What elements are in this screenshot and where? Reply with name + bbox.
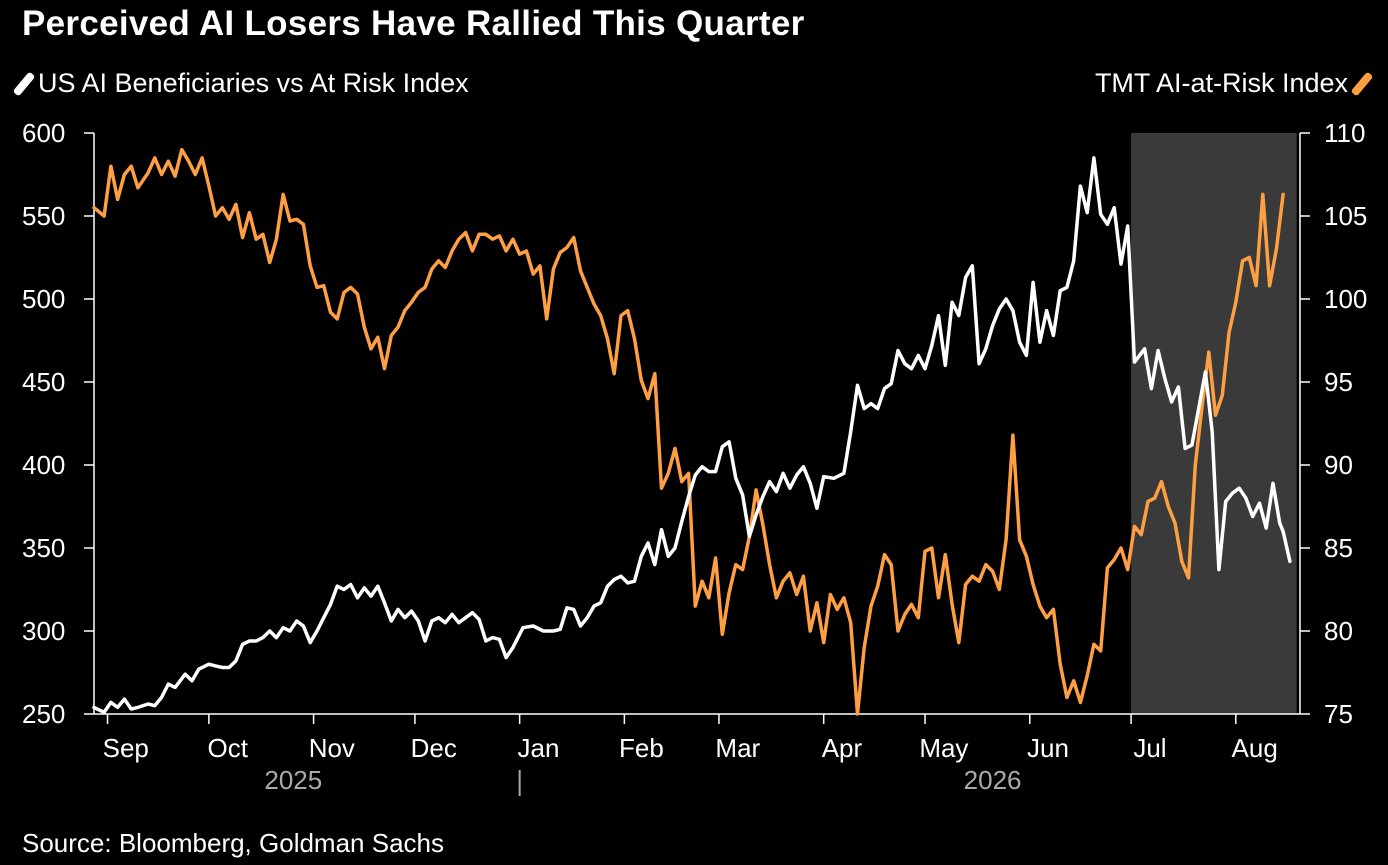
- year-label: 2026: [964, 765, 1022, 795]
- chart-title: Perceived AI Losers Have Rallied This Qu…: [22, 4, 805, 43]
- x-tick-label: Apr: [822, 733, 863, 763]
- x-tick-label: Feb: [619, 733, 664, 763]
- x-tick-label: Jul: [1133, 733, 1166, 763]
- x-tick-label: Sep: [103, 733, 149, 763]
- legend-left: US AI Beneficiaries vs At Risk Index: [12, 68, 469, 99]
- right-y-tick-label: 90: [1324, 450, 1353, 480]
- legend-label-left: US AI Beneficiaries vs At Risk Index: [38, 68, 469, 98]
- series-line-tmt-ai-at-risk: [92, 147, 1285, 716]
- right-y-tick-label: 100: [1324, 284, 1367, 314]
- x-tick-label: Jun: [1027, 733, 1069, 763]
- left-y-tick-label: 350: [22, 533, 65, 563]
- left-y-tick-label: 450: [22, 367, 65, 397]
- chart-source: Source: Bloomberg, Goldman Sachs: [22, 828, 444, 858]
- right-y-tick-label: 105: [1324, 201, 1367, 231]
- legend-right: TMT AI-at-Risk Index: [1094, 68, 1374, 99]
- left-y-tick-label: 400: [22, 450, 65, 480]
- x-tick-label: Jan: [518, 733, 560, 763]
- right-y-tick-label: 110: [1324, 118, 1365, 148]
- right-y-tick-label: 75: [1324, 699, 1353, 729]
- left-y-tick-label: 250: [22, 699, 65, 729]
- right-y-tick-label: 80: [1324, 616, 1353, 646]
- legend-label-right: TMT AI-at-Risk Index: [1094, 68, 1348, 98]
- left-y-tick-label: 300: [22, 616, 65, 646]
- year-label: 2025: [264, 765, 322, 795]
- left-y-tick-label: 600: [22, 118, 65, 148]
- x-tick-label: Nov: [309, 733, 355, 763]
- right-y-tick-label: 85: [1324, 533, 1353, 563]
- series-line-ai-beneficiaries-vs-at-risk: [92, 156, 1292, 715]
- x-tick-label: Mar: [715, 733, 760, 763]
- shaded-region: [1131, 133, 1297, 714]
- x-tick-label: May: [919, 733, 968, 763]
- x-tick-label: Dec: [411, 733, 457, 763]
- left-y-tick-label: 550: [22, 201, 65, 231]
- left-y-tick-label: 500: [22, 284, 65, 314]
- x-tick-label: Oct: [207, 733, 248, 763]
- right-y-tick-label: 95: [1324, 367, 1353, 397]
- x-tick-label: Aug: [1232, 733, 1278, 763]
